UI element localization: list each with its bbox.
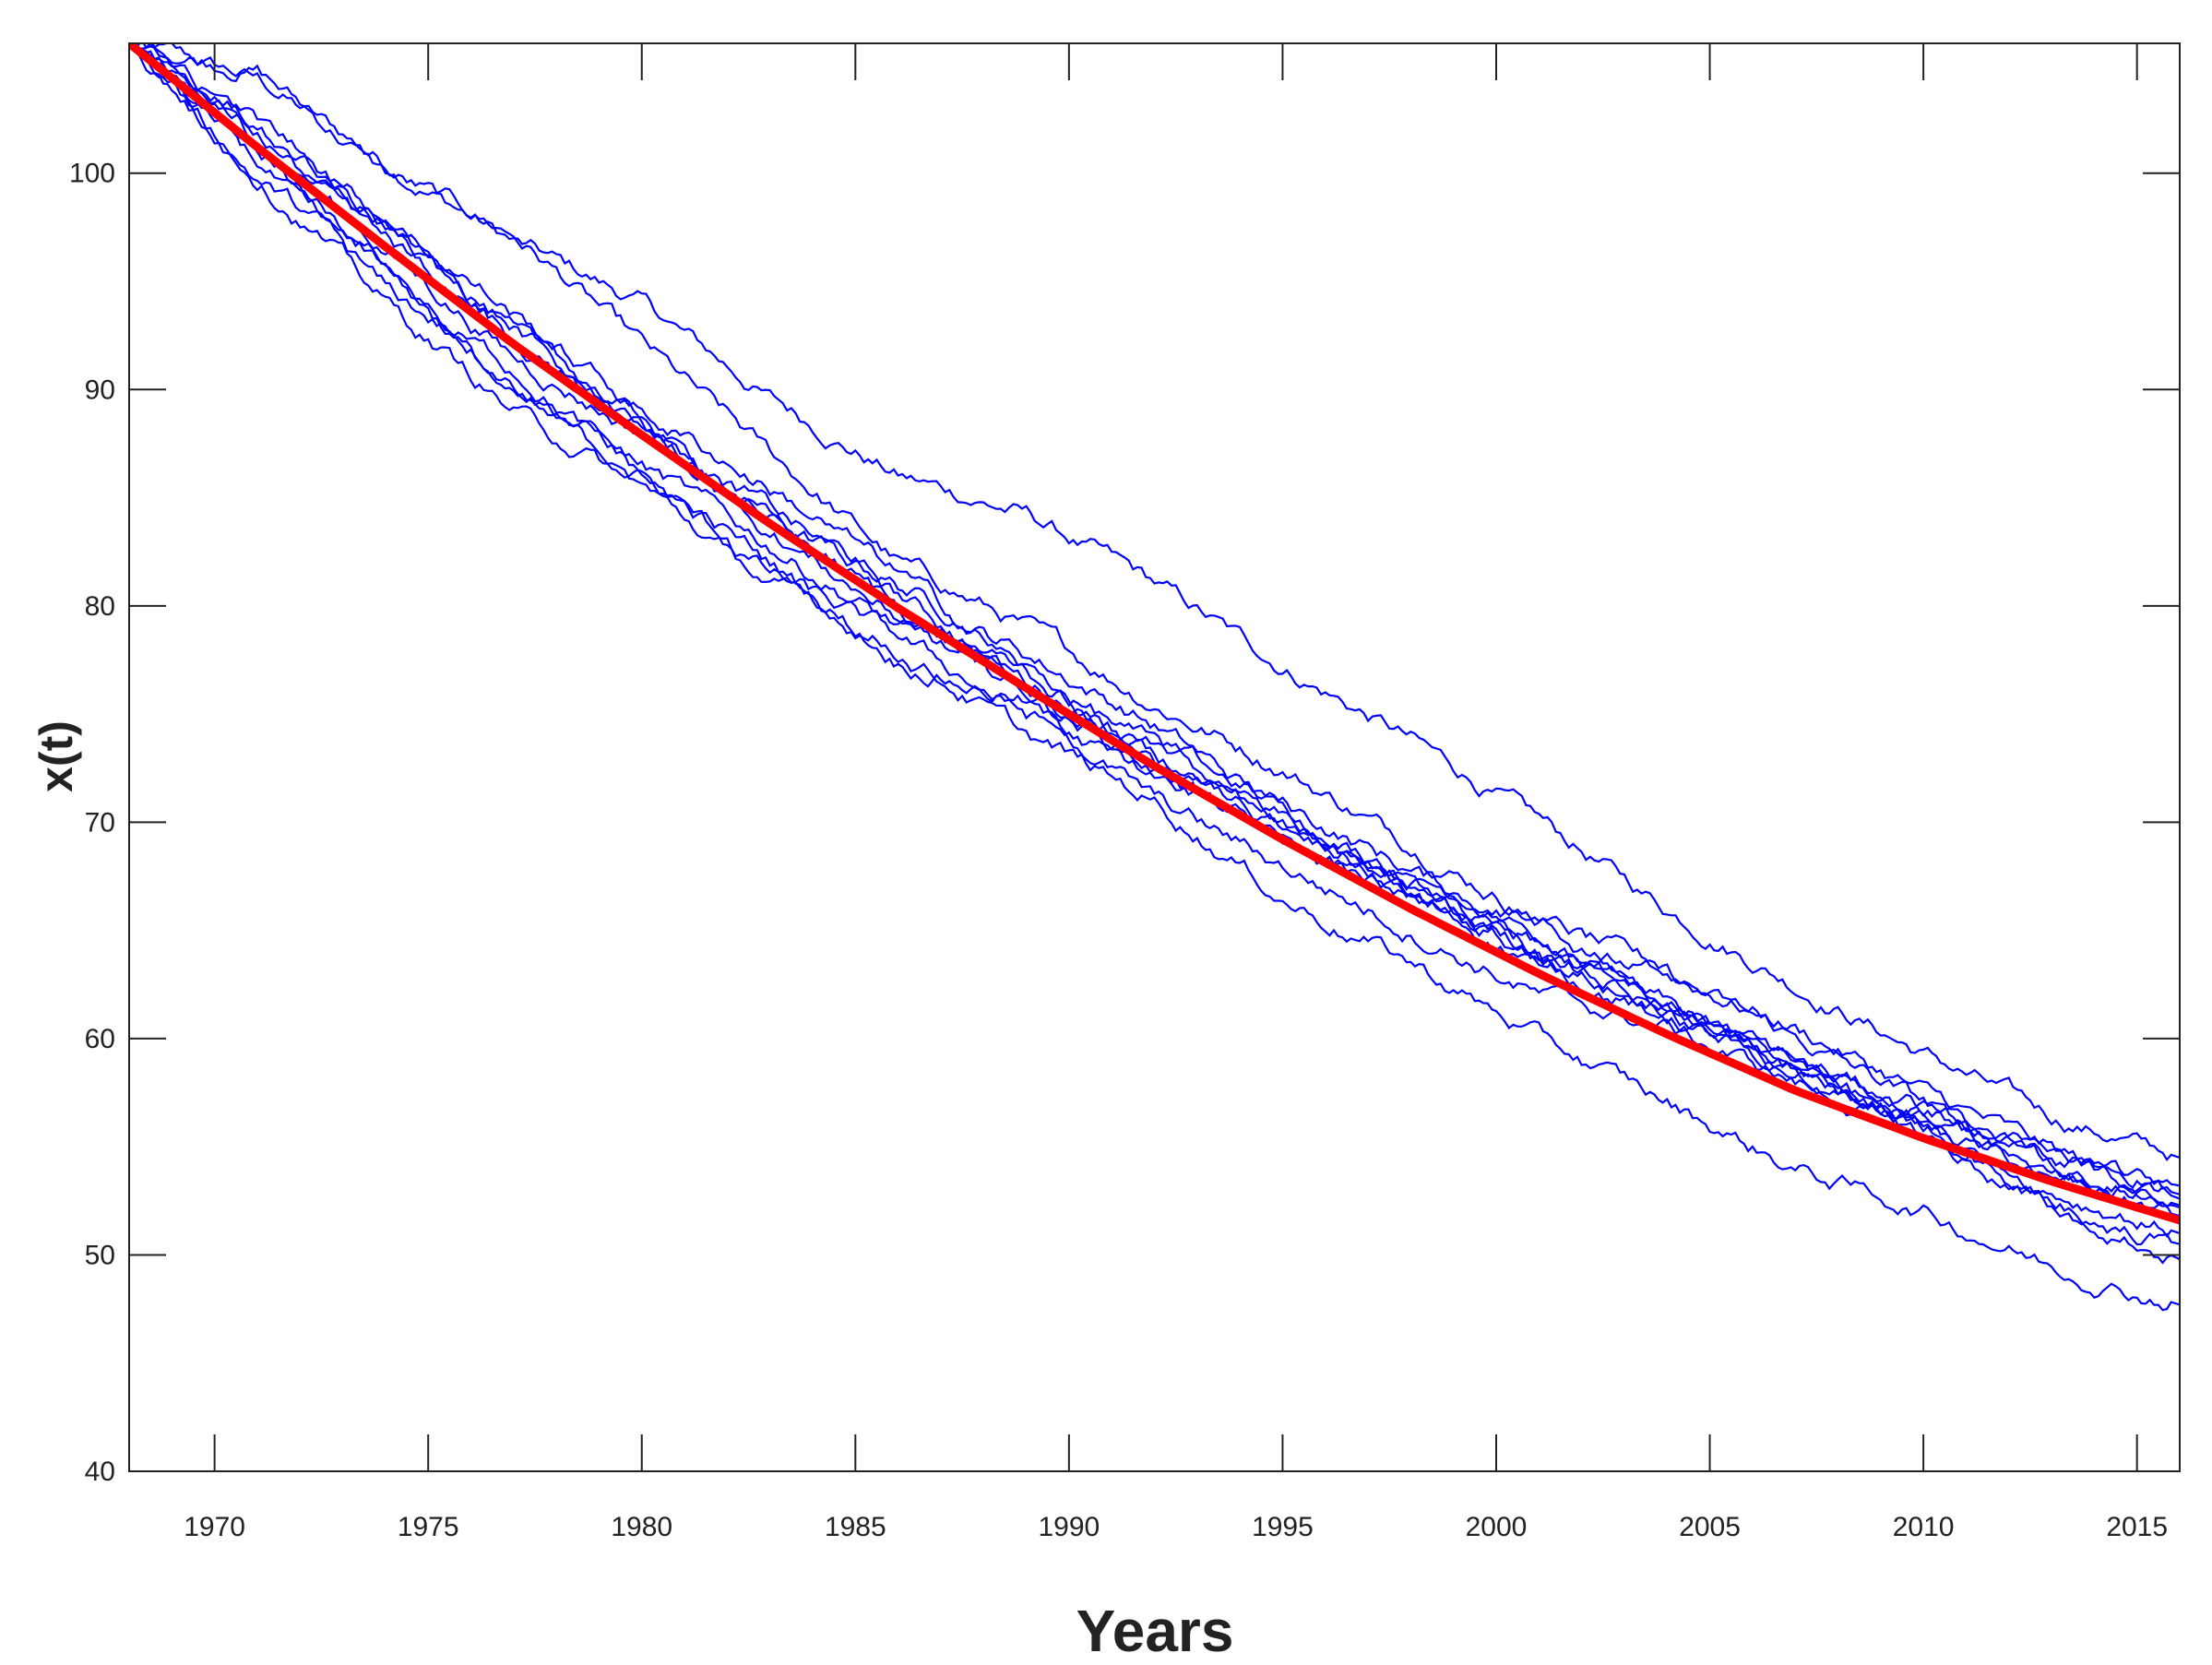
simulation-line-1 <box>129 43 2180 1162</box>
plot-frame <box>128 42 2181 1472</box>
y-tick-label-100: 100 <box>69 159 115 189</box>
x-tick-label-1975: 1975 <box>398 1512 459 1542</box>
y-tick-label-40: 40 <box>85 1457 115 1487</box>
y-tick-label-60: 60 <box>85 1024 115 1054</box>
simulation-line-7 <box>129 43 2180 1246</box>
simulation-line-6 <box>129 43 2180 1238</box>
simulation-line-11 <box>129 43 2180 1195</box>
x-tick-label-2000: 2000 <box>1466 1512 1528 1542</box>
y-tick-label-50: 50 <box>85 1240 115 1270</box>
x-axis-title: Years <box>1076 1598 1234 1664</box>
x-tick-label-2010: 2010 <box>1893 1512 1955 1542</box>
mean-line <box>129 43 2180 1225</box>
y-tick-label-90: 90 <box>85 375 115 405</box>
simulation-line-5 <box>129 43 2180 1218</box>
x-tick-label-1990: 1990 <box>1039 1512 1100 1542</box>
x-tick-label-1995: 1995 <box>1252 1512 1314 1542</box>
x-tick-label-1985: 1985 <box>825 1512 886 1542</box>
x-tick-label-2015: 2015 <box>2106 1512 2168 1542</box>
simulation-line-10 <box>129 43 2180 1209</box>
y-tick-label-70: 70 <box>85 807 115 838</box>
axes-layer: 1970 1975 1980 1985 1990 1995 2000 2005 2010 2015… <box>69 42 2181 1542</box>
x-tick-label-1970: 1970 <box>184 1512 245 1542</box>
x-tick-label-1980: 1980 <box>611 1512 672 1542</box>
x-tick-label-2005: 2005 <box>1679 1512 1741 1542</box>
series-layer <box>129 43 2180 1312</box>
simulation-line-9 <box>129 43 2180 1312</box>
y-tick-label-80: 80 <box>85 591 115 622</box>
simulation-line-2 <box>129 43 2180 1189</box>
simulation-line-8 <box>129 43 2180 1265</box>
simulation-line-4 <box>129 43 2180 1208</box>
y-axis-title: x(t) <box>30 720 82 792</box>
